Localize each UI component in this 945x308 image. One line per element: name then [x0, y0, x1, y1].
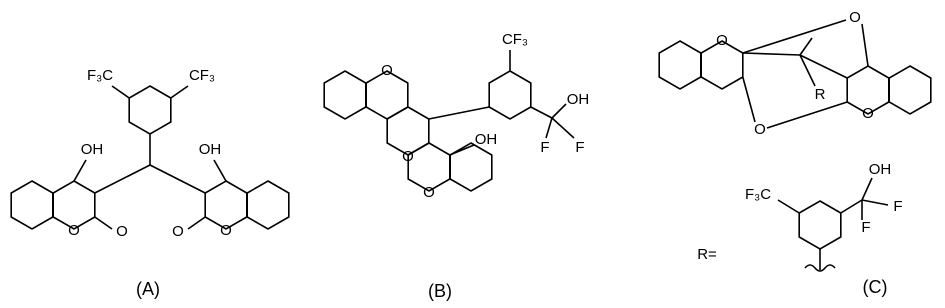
bond	[149, 164, 206, 194]
atom-label: O	[381, 62, 393, 79]
bond	[861, 23, 869, 67]
bond	[170, 85, 189, 99]
bond	[742, 52, 801, 56]
atom-label: O	[849, 9, 861, 26]
wavy-bond	[804, 264, 836, 272]
ring	[10, 180, 54, 230]
ring	[128, 85, 172, 135]
ring	[323, 70, 367, 120]
atom-label: O	[862, 105, 874, 122]
atom-label: OH	[81, 141, 104, 158]
atom-label: O	[716, 32, 728, 49]
structure-label: (C)	[863, 277, 888, 297]
ring	[246, 180, 290, 230]
atom-label: O	[754, 121, 766, 138]
atom-label: F₃C	[87, 67, 113, 84]
atom-label: O	[172, 223, 184, 240]
bond	[187, 216, 206, 230]
atom-label: R	[815, 86, 826, 103]
bond	[213, 159, 227, 182]
bond	[766, 101, 848, 129]
bond	[742, 19, 847, 54]
atom-label: CF₃	[189, 67, 215, 84]
structure-label: (A)	[136, 279, 160, 299]
atom-label: CF₃	[502, 31, 528, 48]
atom-label: F₃C	[745, 186, 771, 203]
atom-label: OH	[869, 161, 892, 178]
bond	[73, 159, 87, 182]
atom-label: O	[423, 184, 435, 201]
ring	[449, 142, 493, 192]
bonds	[10, 19, 932, 272]
bond	[449, 144, 475, 156]
bond	[840, 199, 863, 214]
atom-label: F	[861, 219, 870, 236]
atom-label: OH	[199, 141, 222, 158]
bond	[861, 199, 889, 206]
bond	[94, 164, 151, 194]
bond	[551, 117, 575, 139]
bond	[428, 106, 490, 120]
ring	[888, 65, 932, 115]
ring	[488, 70, 532, 120]
ring	[658, 40, 702, 90]
bond	[861, 177, 873, 201]
atom-label: F	[893, 198, 902, 215]
bond	[94, 216, 113, 230]
bond	[799, 54, 848, 79]
atom-label: F	[575, 139, 584, 156]
bond	[799, 37, 813, 56]
atom-label: R=	[697, 246, 717, 263]
atom-label: O	[116, 223, 128, 240]
atom-label: O	[402, 148, 414, 165]
bond	[799, 54, 816, 87]
bond	[777, 199, 800, 214]
structure-label: (B)	[428, 281, 452, 301]
atom-label: F	[540, 139, 549, 156]
bond	[530, 106, 553, 119]
atom-label: O	[220, 222, 232, 239]
bond	[551, 103, 567, 119]
bond	[111, 85, 130, 99]
atom-label: OH	[567, 91, 590, 108]
bond	[742, 76, 756, 123]
atom-label: O	[68, 222, 80, 239]
atom-label: OH	[475, 131, 498, 148]
ring	[798, 200, 842, 250]
bond	[545, 117, 553, 139]
